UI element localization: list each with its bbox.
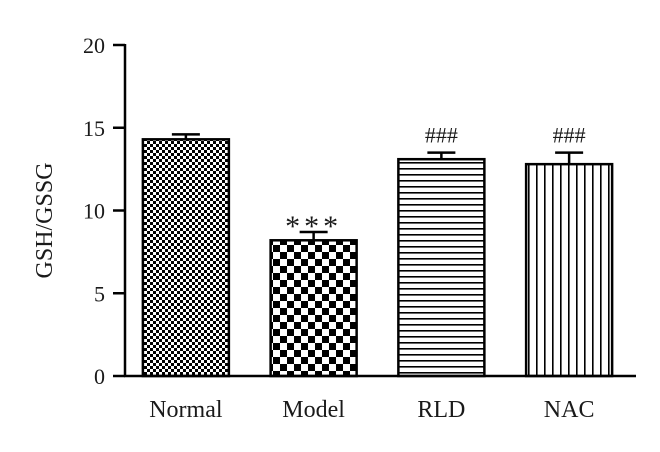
y-tick-label: 10 [83,199,105,224]
bar-normal [141,138,231,378]
significance-annotations: *** ### ### [285,123,586,243]
x-category-label: NAC [544,397,595,423]
y-axis-label: GSH/GSSG [32,162,58,278]
x-category-label: RLD [417,397,465,423]
error-bars [171,133,584,241]
bar-model [269,239,358,378]
significance-label: *** [285,210,342,243]
bar-rld [397,157,486,378]
significance-label: ### [425,123,458,148]
significance-label: ### [553,123,586,148]
x-category-label: Model [282,397,345,423]
x-axis-labels: Normal Model RLD NAC [149,397,594,423]
y-axis-ticks: 0 5 10 15 20 [83,33,125,389]
y-tick-label: 5 [94,281,105,306]
y-tick-label: 20 [83,33,105,58]
bars [141,138,614,378]
y-tick-label: 0 [94,364,105,389]
y-tick-label: 15 [83,116,105,141]
x-category-label: Normal [149,397,223,423]
bar-nac [524,162,614,378]
